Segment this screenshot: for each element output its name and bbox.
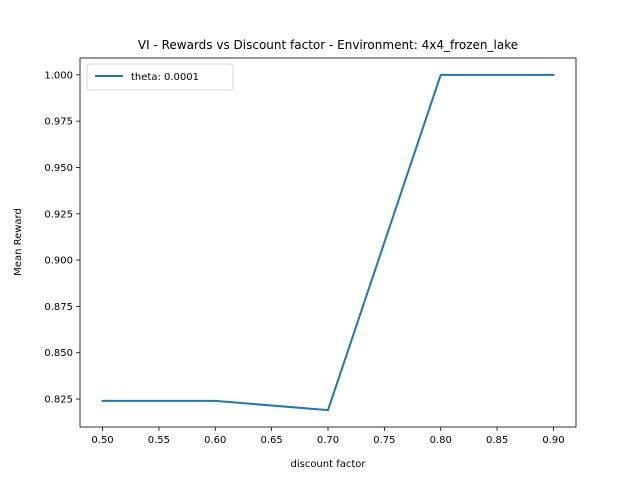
x-tick-label: 0.50 <box>91 435 113 446</box>
legend-label: theta: 0.0001 <box>131 72 199 83</box>
chart-title: VI - Rewards vs Discount factor - Enviro… <box>138 38 518 52</box>
y-tick-label: 0.900 <box>44 256 73 267</box>
x-tick-label: 0.75 <box>373 435 395 446</box>
x-tick-label: 0.80 <box>430 435 452 446</box>
x-tick-label: 0.85 <box>486 435 508 446</box>
y-tick-label: 0.925 <box>44 209 73 220</box>
x-axis: 0.50 0.55 0.60 0.65 0.70 0.75 0.80 0.85 0.90 <box>91 427 565 446</box>
series-layer <box>101 73 555 412</box>
legend: theta: 0.0001 <box>86 63 234 91</box>
y-tick-label: 0.825 <box>44 395 73 406</box>
x-tick-label: 0.55 <box>148 435 170 446</box>
y-axis-label: Mean Reward <box>13 208 24 276</box>
y-tick-label: 0.875 <box>44 302 73 313</box>
x-tick-label: 0.65 <box>261 435 283 446</box>
y-tick-label: 0.850 <box>44 348 73 359</box>
y-tick-label: 0.975 <box>44 117 73 128</box>
x-tick-label: 0.60 <box>204 435 226 446</box>
x-tick-label: 0.70 <box>317 435 339 446</box>
y-tick-label: 1.000 <box>44 70 73 81</box>
y-axis: 0.825 0.850 0.875 0.900 0.925 0.950 0.975 1.000 <box>44 70 80 406</box>
legend-box <box>86 63 234 91</box>
x-tick-label: 0.90 <box>542 435 564 446</box>
y-tick-label: 0.950 <box>44 163 73 174</box>
x-axis-label: discount factor <box>290 459 366 470</box>
